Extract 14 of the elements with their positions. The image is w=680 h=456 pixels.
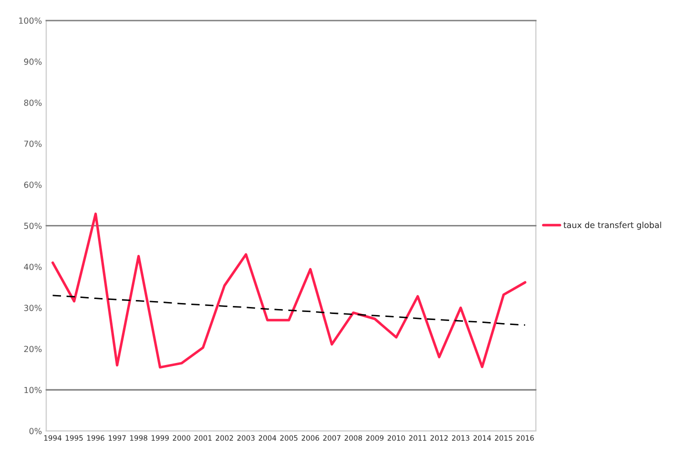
y-tick-label: 30% [24, 304, 42, 312]
line-series [51, 212, 526, 369]
y-tick-label: 10% [24, 386, 42, 394]
y-tick-label: 70% [24, 140, 42, 147]
y-tick-label: 20% [24, 346, 42, 352]
y-tick-label: 60% [24, 182, 42, 188]
y-tick-label: 40% [24, 264, 42, 270]
line-series [52, 294, 526, 326]
y-tick-label: 0% [29, 428, 42, 434]
y-tick-label: 90% [24, 58, 42, 65]
y-tick-label: 50% [24, 222, 42, 230]
y-tick-label: 100% [19, 18, 42, 24]
y-tick-label: 80% [24, 100, 42, 106]
legend-label: taux de transfert global [564, 222, 662, 230]
